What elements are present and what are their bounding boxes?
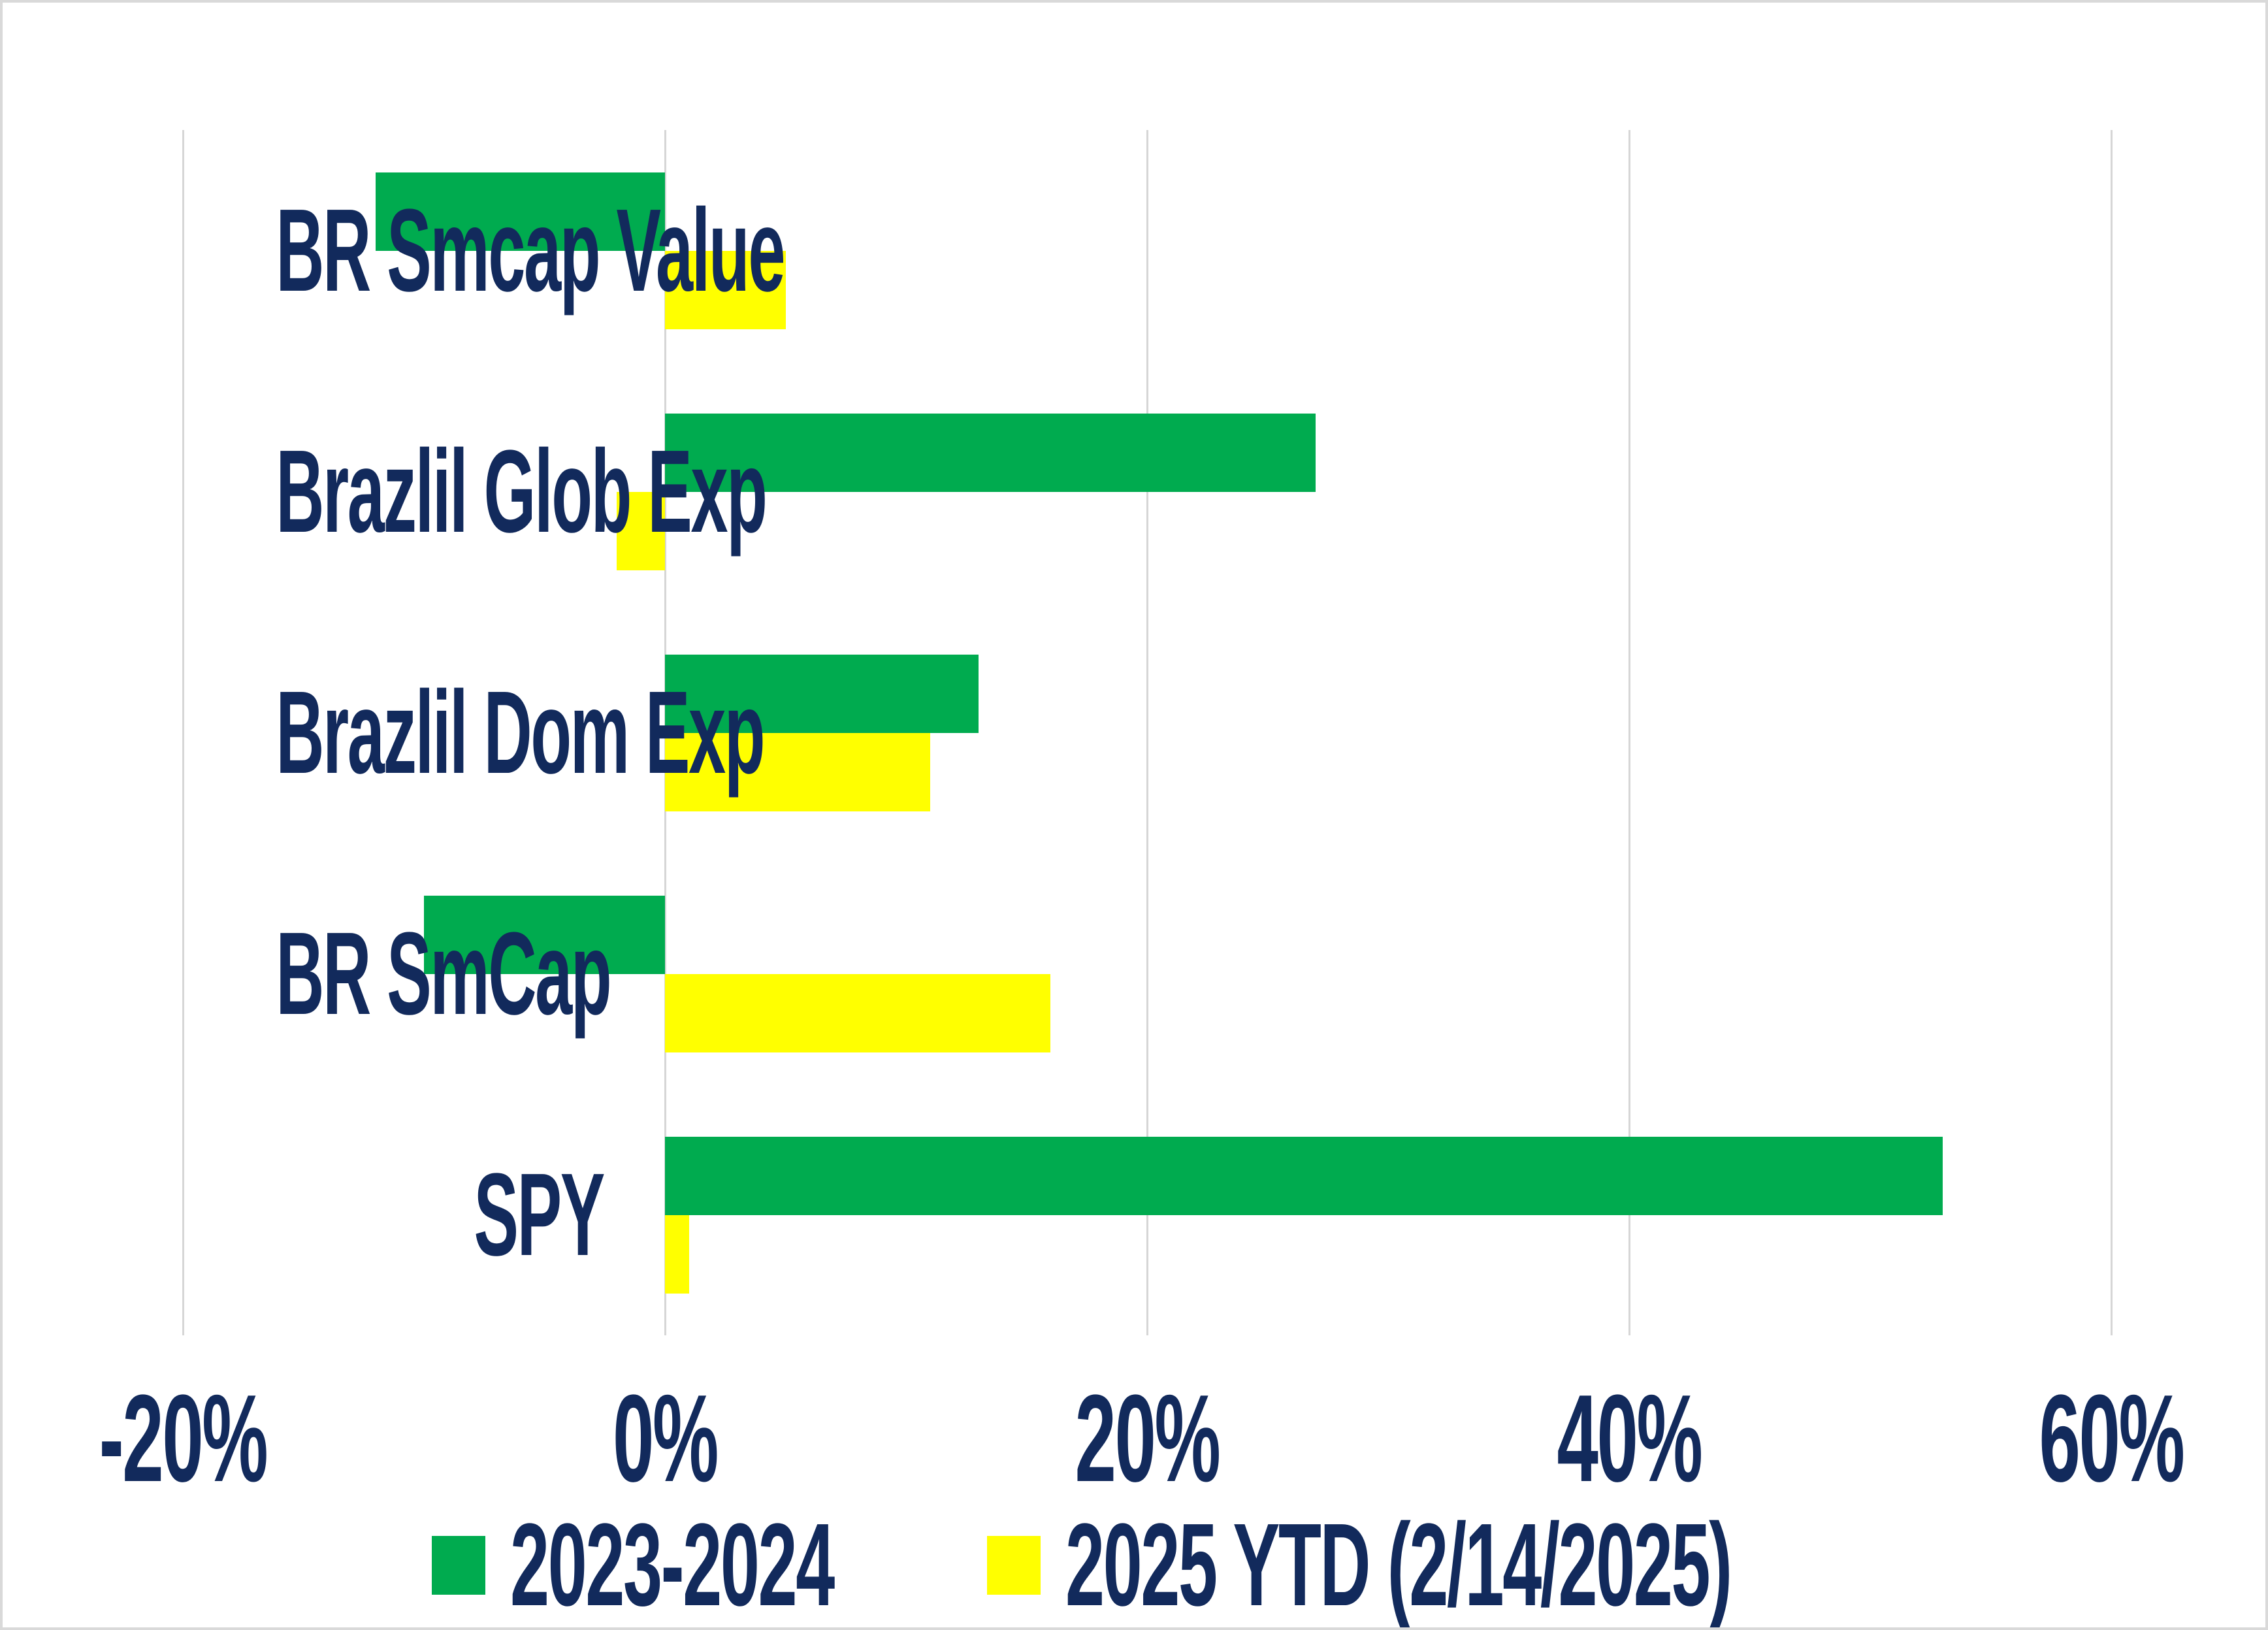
bar-brazlil-dom-exp-series-1 [665,732,930,811]
bar-br-smcap-series-0 [424,895,665,974]
plot-area [182,130,2113,1335]
gridline-20 [1146,130,1148,1335]
bar-brazlil-dom-exp-series-0 [665,654,979,733]
category-label-3: BR SmCap [276,907,611,1039]
x-tick-label-20: 20% [1075,1369,1221,1508]
x-tick-label-40: 40% [1557,1369,1703,1508]
bar-brazlil-glob-exp-series-1 [617,491,665,570]
legend-swatch-icon [432,1536,485,1595]
category-label-1: Brazlil Glob Exp [276,425,768,557]
gridline-60 [2110,130,2113,1335]
legend-item-1: 2025 YTD (2/14/2025) [987,1499,1836,1630]
gridline--20 [182,130,184,1335]
x-tick-label--20: -20% [99,1369,268,1508]
bar-br-smcap-value-series-0 [376,172,665,251]
bar-spy-series-0 [665,1136,1943,1215]
x-tick-label-0: 0% [613,1369,719,1508]
legend-label-box: 2023-2024 [510,1499,876,1630]
legend-label-box: 2025 YTD (2/14/2025) [1065,1499,1836,1630]
category-label-0: BR Smcap Value [276,184,785,316]
legend-label: 2023-2024 [510,1499,835,1630]
legend-swatch-icon [987,1536,1041,1595]
bar-br-smcap-series-1 [665,973,1051,1052]
bar-brazlil-glob-exp-series-0 [665,413,1316,492]
bar-spy-series-1 [665,1214,689,1294]
bar-br-smcap-value-series-1 [665,250,786,329]
category-label-2: Brazlil Dom Exp [276,666,765,798]
gridline-40 [1628,130,1630,1335]
legend: 2023-2024 2025 YTD (2/14/2025) [3,1499,2265,1630]
x-tick-label-60: 60% [2039,1369,2185,1508]
category-label-4: SPY [474,1149,606,1280]
legend-item-0: 2023-2024 [432,1499,876,1630]
legend-label: 2025 YTD (2/14/2025) [1065,1499,1732,1630]
